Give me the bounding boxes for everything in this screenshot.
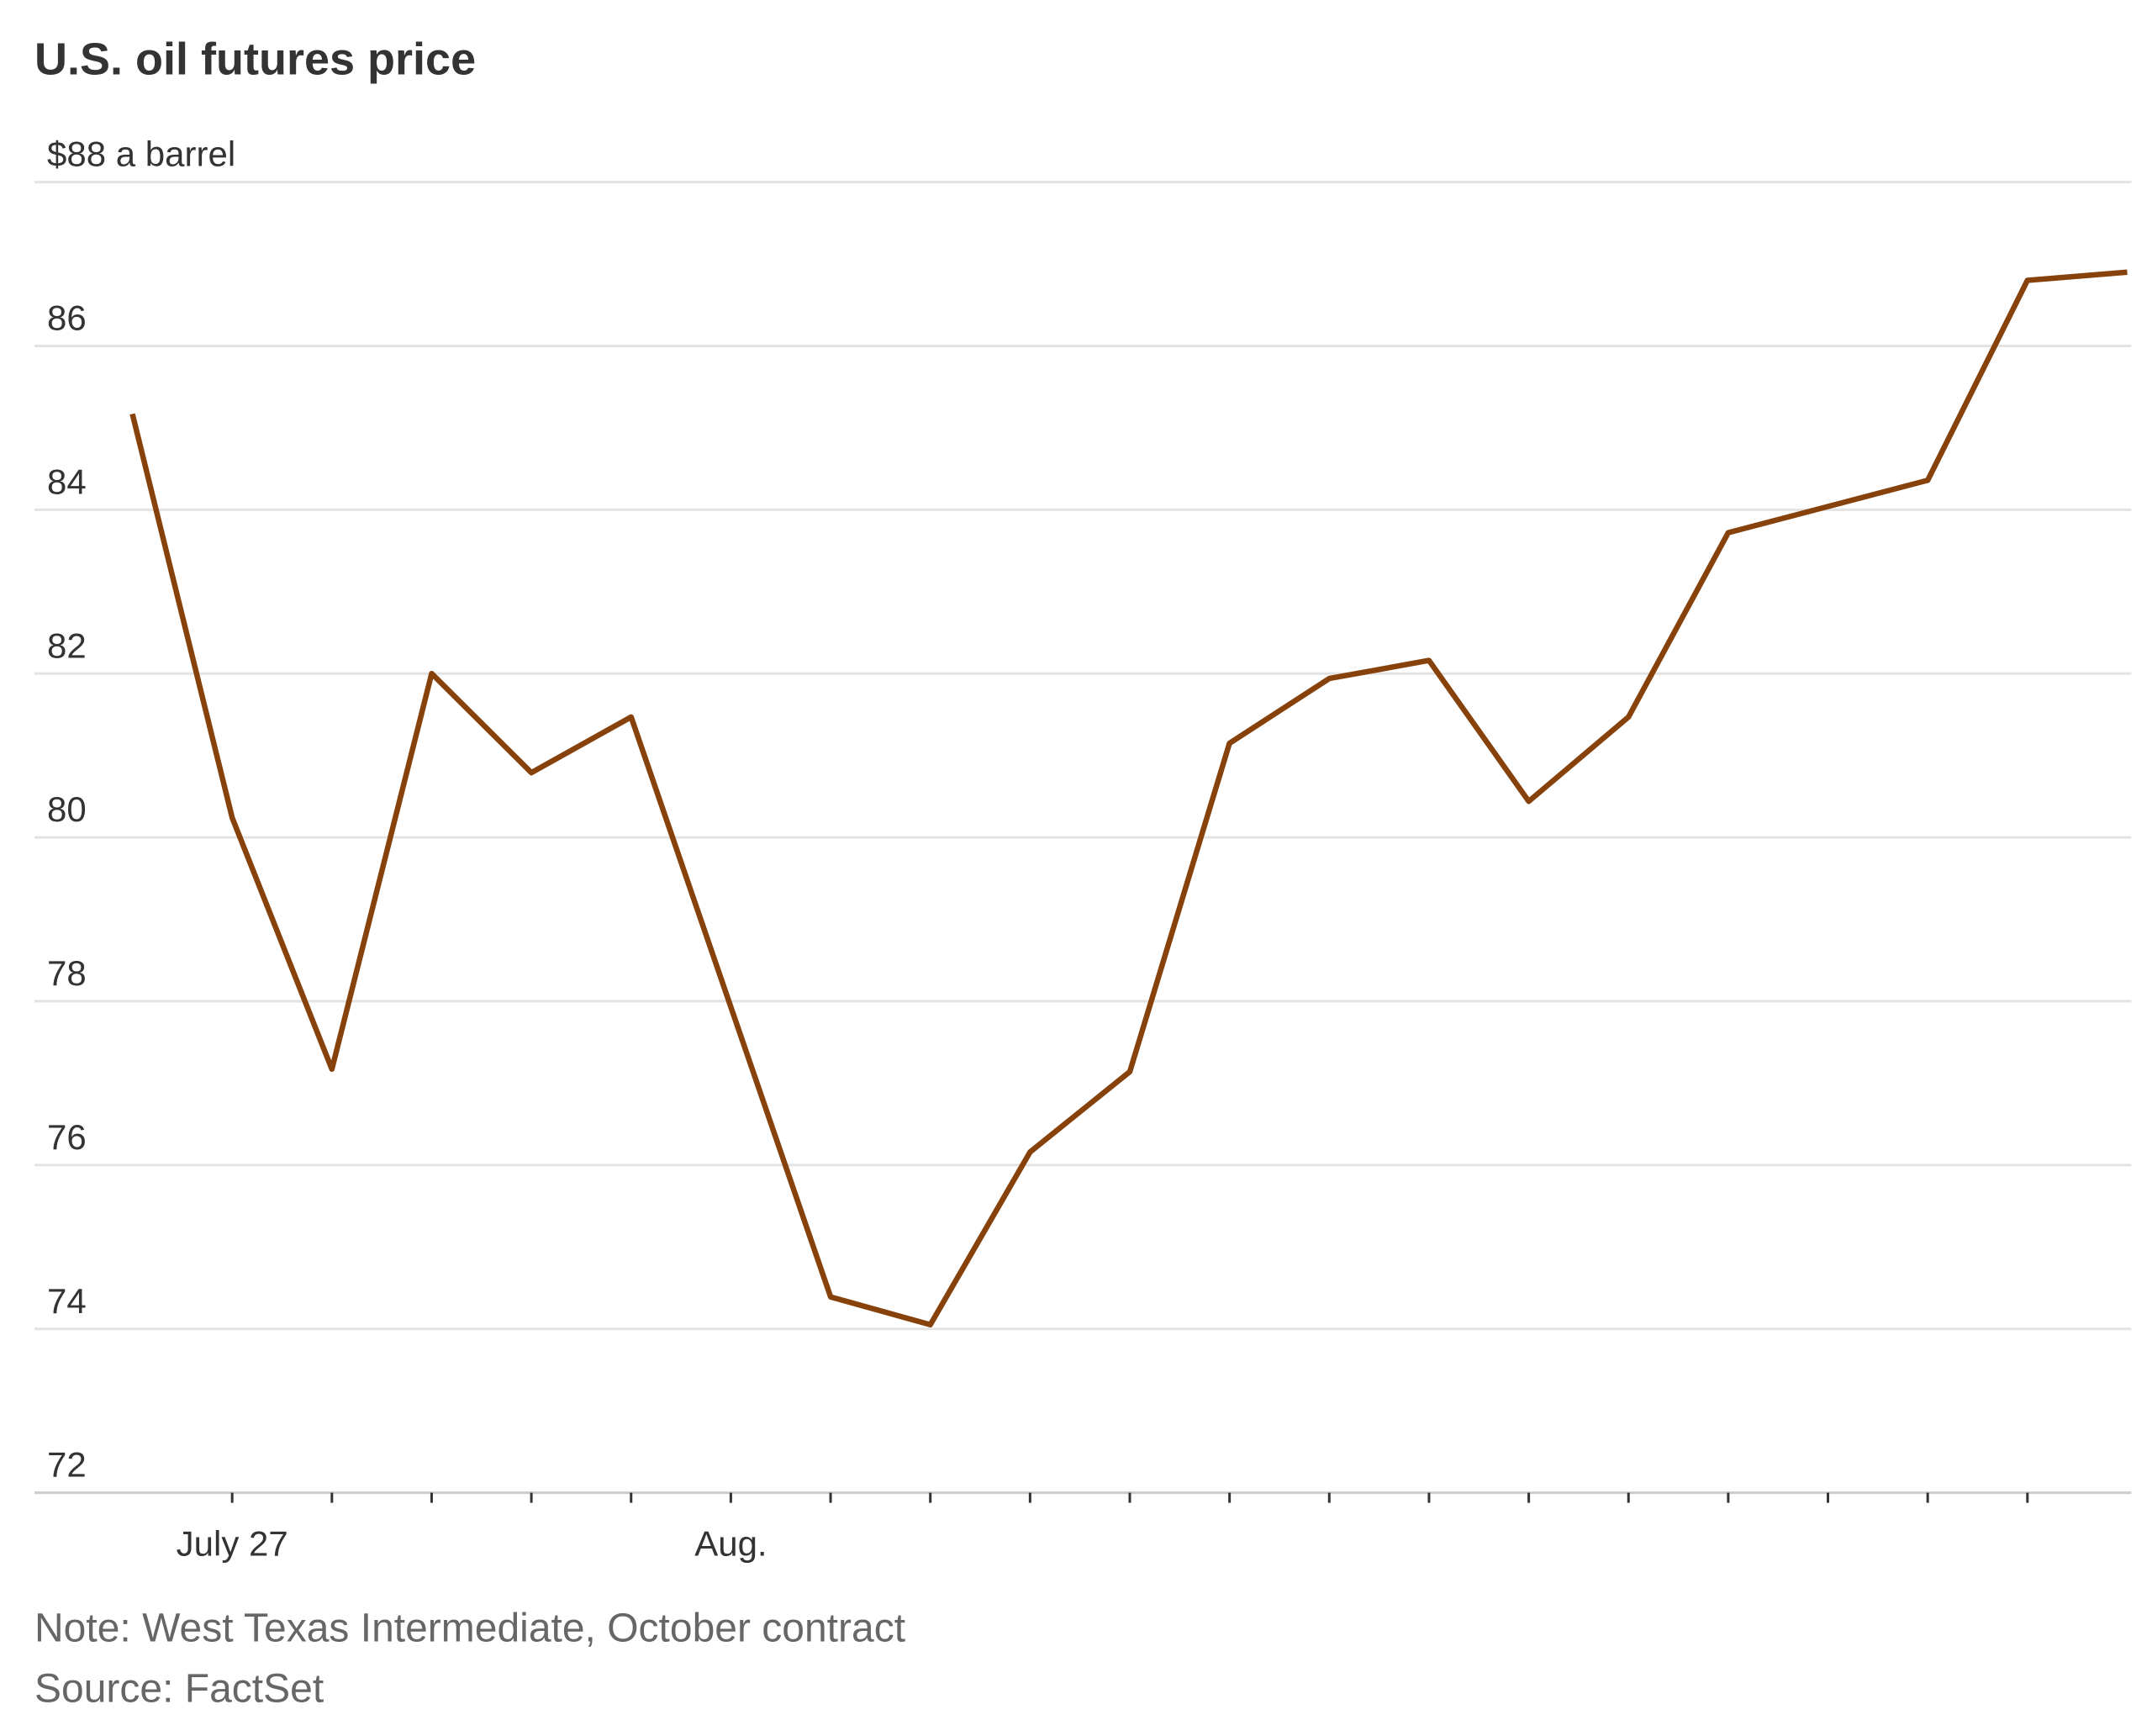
source: Source: FactSet bbox=[34, 1667, 324, 1712]
y-tick-label: 78 bbox=[47, 953, 87, 993]
chart-title: U.S. oil futures price bbox=[34, 34, 476, 84]
y-tick-label: 80 bbox=[47, 789, 87, 829]
x-tick-label: July 27 bbox=[177, 1524, 288, 1564]
y-tick-label: 86 bbox=[47, 298, 87, 338]
y-tick-label: 74 bbox=[47, 1281, 87, 1321]
data-line bbox=[129, 269, 2128, 1328]
y-tick-label: 76 bbox=[47, 1117, 87, 1157]
y-tick-label: 82 bbox=[47, 625, 87, 665]
note: Note: West Texas Intermediate, October c… bbox=[34, 1607, 905, 1651]
y-tick-label: 72 bbox=[47, 1445, 87, 1485]
y-tick-label: 84 bbox=[47, 462, 87, 501]
y-tick-label: $88 a barrel bbox=[47, 135, 235, 174]
x-tick-label: Aug. bbox=[694, 1524, 767, 1564]
